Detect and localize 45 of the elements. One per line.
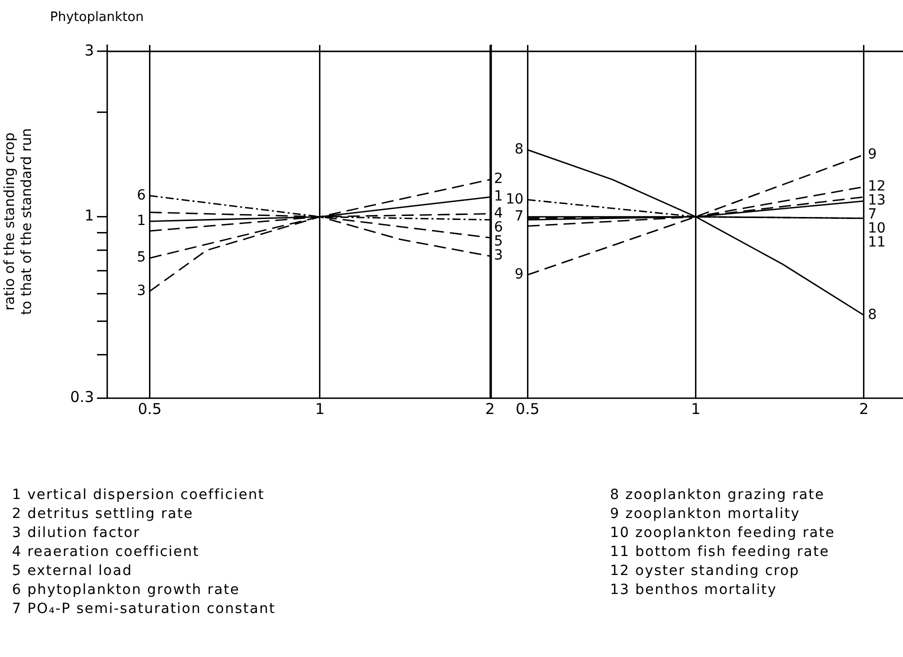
series-label: 11 — [868, 234, 886, 250]
text: 2 detritus settling rate — [12, 505, 194, 524]
text: 9 — [868, 146, 877, 162]
x-tick-label: 2 — [485, 400, 495, 418]
series-label: 2 — [494, 171, 503, 188]
x-tick-label: 0.5 — [138, 400, 162, 418]
y-tick-label: 1 — [84, 206, 94, 225]
text: 5 external load — [12, 562, 134, 581]
series-label: 9 — [514, 266, 524, 282]
text: 6 — [494, 219, 503, 236]
series-label: 5 — [136, 250, 146, 266]
series-label: 12 — [868, 178, 886, 194]
text: 10 — [868, 220, 886, 236]
series-label: 3 — [136, 282, 146, 299]
y-tick-label: 3 — [84, 41, 94, 60]
text: 8 — [868, 306, 877, 323]
text: 13 benthos mortality — [610, 581, 778, 600]
series-label: 7 — [514, 208, 524, 224]
series-label: 6 — [136, 187, 146, 204]
series-label: 8 — [514, 141, 524, 158]
text: 7 PO₄-P semi-saturation constant — [12, 600, 276, 619]
y-tick-label: 0.3 — [70, 388, 94, 406]
series-label: 4 — [494, 205, 503, 222]
y-axis-title: ratio of the standing crop to that of the standard run — [2, 128, 35, 315]
text: 6 phytoplankton growth rate — [12, 581, 241, 600]
text: 3 dilution factor — [12, 524, 142, 543]
chart-title: Phytoplankton — [50, 10, 144, 25]
series-label: 13 — [868, 192, 886, 208]
x-tick-label: 1 — [690, 400, 701, 418]
x-tick-label: 0.5 — [516, 400, 540, 418]
text: 3 — [494, 248, 503, 264]
text: 8 zooplankton grazing rate — [610, 486, 826, 505]
text: 10 zooplankton feeding rate — [610, 524, 836, 543]
text: 1 vertical dispersion coefficient — [12, 486, 266, 505]
text: 4 reaeration coefficient — [12, 543, 200, 562]
text: 11 bottom fish feeding rate — [610, 543, 830, 562]
x-tick-label: 2 — [859, 400, 869, 418]
text: 7 — [868, 206, 877, 222]
text: 9 zooplankton mortality — [610, 505, 802, 524]
text: 12 oyster standing crop — [610, 562, 801, 581]
series-label: 1 — [136, 212, 146, 229]
text: 1 — [494, 188, 503, 205]
series-label: 10 — [506, 191, 524, 208]
text: 5 — [494, 233, 503, 250]
x-tick-label: 1 — [315, 400, 325, 418]
